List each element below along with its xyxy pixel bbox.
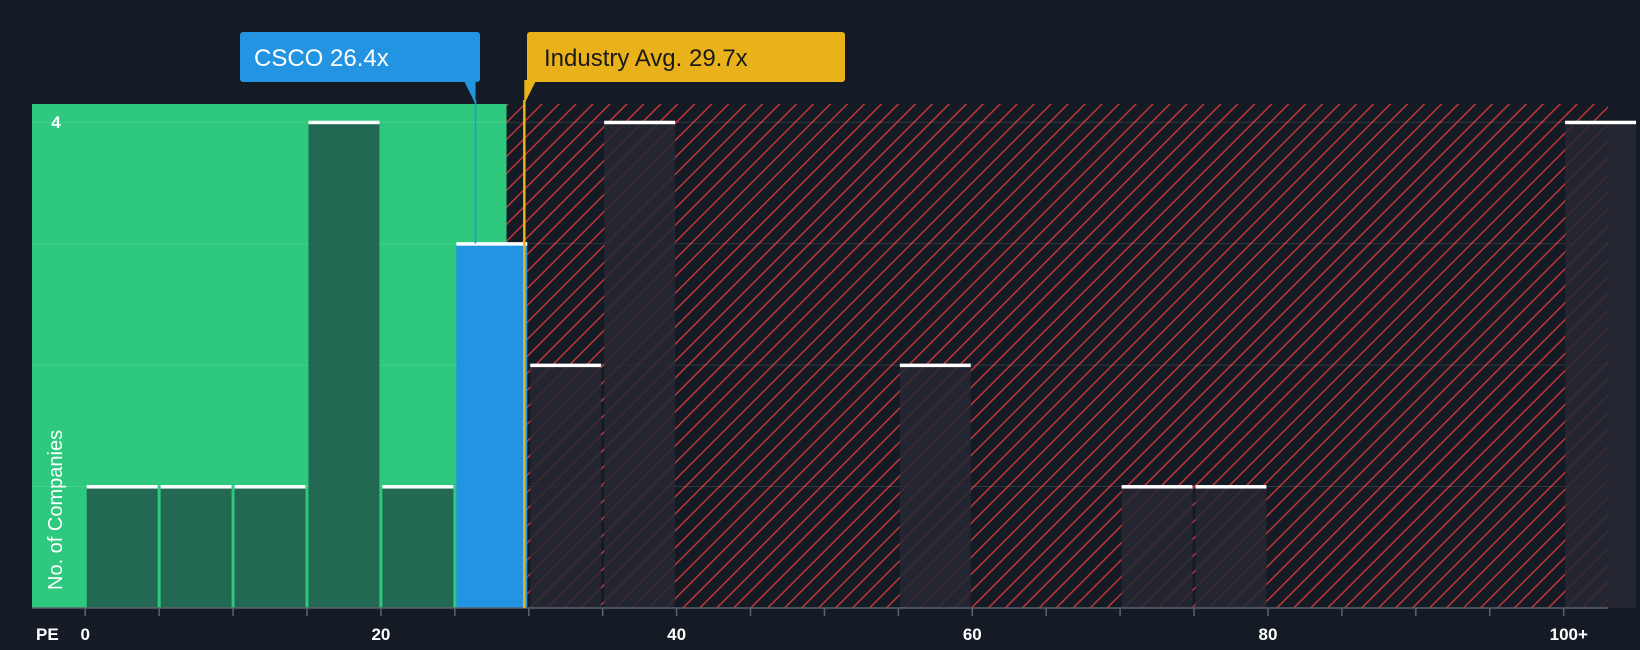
bar-55 — [899, 365, 971, 608]
bar-35 — [604, 122, 676, 609]
bar-cap-0 — [86, 485, 158, 489]
bar-30 — [530, 365, 602, 608]
y-tick-label: 4 — [51, 113, 61, 132]
company-callout-label: CSCO 26.4x — [254, 45, 389, 72]
bar-cap-30 — [530, 363, 602, 368]
industry-avg-callout-label: Industry Avg. 29.7x — [544, 45, 748, 72]
bar-25 — [456, 243, 528, 608]
x-axis-label: PE — [36, 625, 59, 644]
company-callout-box — [240, 32, 480, 82]
industry-avg-callout-box — [527, 32, 845, 82]
bar-10 — [234, 486, 306, 608]
bar-cap-15 — [308, 120, 380, 125]
bar-cap-20 — [382, 485, 454, 489]
x-tick-label: 40 — [667, 625, 686, 644]
bar-100 — [1565, 122, 1637, 609]
bar-cap-5 — [160, 485, 232, 489]
bar-cap-35 — [604, 120, 676, 125]
bar-cap-55 — [899, 363, 971, 368]
bar-0 — [86, 486, 158, 608]
bar-cap-25 — [456, 242, 528, 246]
bar-cap-75 — [1195, 485, 1267, 489]
x-tick-label: 60 — [963, 625, 982, 644]
x-tick-label: 100+ — [1550, 625, 1588, 644]
bar-cap-70 — [1121, 485, 1193, 489]
bar-cap-10 — [234, 485, 306, 489]
bar-15 — [308, 122, 380, 609]
bar-20 — [382, 486, 454, 608]
x-tick-label: 20 — [371, 625, 390, 644]
company-callout-pointer — [463, 80, 476, 104]
bar-cap-100 — [1565, 120, 1637, 125]
bar-75 — [1195, 486, 1267, 608]
x-tick-label: 80 — [1259, 625, 1278, 644]
y-axis-label: No. of Companies — [45, 430, 67, 590]
bar-5 — [160, 486, 232, 608]
x-tick-label: 0 — [80, 625, 89, 644]
industry-avg-callout-pointer — [524, 80, 537, 104]
overvalued-zone — [506, 104, 1608, 608]
bar-70 — [1121, 486, 1193, 608]
